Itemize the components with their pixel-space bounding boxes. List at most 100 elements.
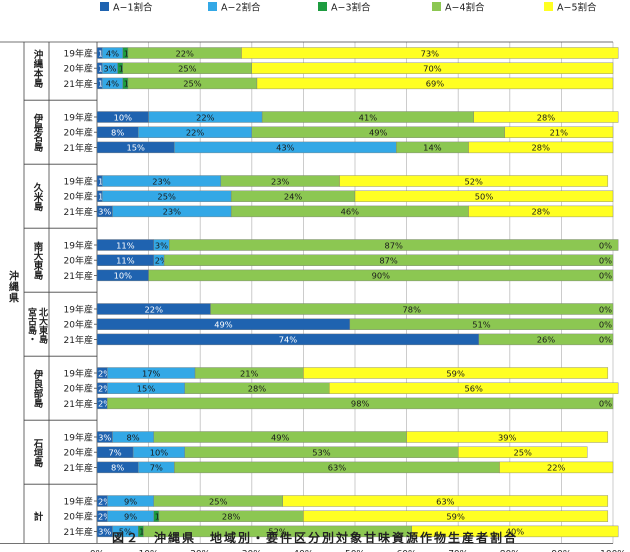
bar-segment-4 bbox=[478, 333, 614, 346]
data-label: 63% bbox=[436, 496, 455, 506]
data-label: 56% bbox=[464, 384, 483, 394]
bar-segment-5 bbox=[468, 205, 614, 218]
data-label: 63% bbox=[328, 463, 347, 473]
region-label-7: 石垣島 bbox=[32, 438, 45, 467]
data-label: 0% bbox=[599, 320, 612, 330]
data-label: 22% bbox=[145, 304, 164, 314]
bar-segment-5 bbox=[411, 525, 619, 538]
data-label: 17% bbox=[142, 368, 161, 378]
data-label: 52% bbox=[268, 527, 287, 537]
x-tick-label: 0% bbox=[90, 549, 105, 552]
data-label: 25% bbox=[183, 79, 202, 89]
row-label: 19年産 bbox=[64, 304, 93, 316]
data-label: 52% bbox=[464, 176, 483, 186]
bar-segment-5 bbox=[303, 510, 609, 522]
data-label: 87% bbox=[379, 256, 398, 266]
data-label: 8% bbox=[127, 432, 140, 442]
bar-segment-4 bbox=[107, 397, 614, 410]
row-label: 19年産 bbox=[64, 432, 93, 444]
data-label: 70% bbox=[423, 64, 442, 74]
data-label: 23% bbox=[163, 207, 182, 217]
row-label: 20年産 bbox=[64, 255, 93, 267]
data-label: 9% bbox=[124, 496, 137, 506]
outer-group-label: 沖縄県 bbox=[7, 270, 19, 304]
bar-segment-5 bbox=[458, 446, 588, 458]
bar-segment-5 bbox=[354, 190, 614, 202]
x-tick-label: 80% bbox=[500, 549, 520, 552]
row-label: 21年産 bbox=[64, 462, 93, 474]
data-label: 25% bbox=[209, 496, 228, 506]
data-label: 8% bbox=[111, 463, 124, 473]
data-label: 10% bbox=[114, 271, 133, 281]
data-label: 40% bbox=[506, 527, 525, 537]
data-label: 22% bbox=[196, 112, 215, 122]
data-label: 4% bbox=[106, 79, 119, 89]
region-label-2: 伊是名島 bbox=[32, 113, 45, 153]
data-label: 69% bbox=[426, 79, 445, 89]
data-label: 2% bbox=[98, 399, 111, 409]
data-label: 7% bbox=[150, 463, 163, 473]
x-tick-label: 20% bbox=[190, 549, 210, 552]
data-label: 22% bbox=[547, 463, 566, 473]
data-label: 41% bbox=[359, 112, 378, 122]
chart-caption: 図２ 沖縄県 地域別・要件区分別対象甘味資源作物生産者割合 bbox=[111, 531, 518, 545]
data-label: 28% bbox=[532, 143, 551, 153]
row-label: 20年産 bbox=[64, 511, 93, 523]
data-label: 5% bbox=[119, 527, 132, 537]
row-label: 19年産 bbox=[64, 240, 93, 252]
data-label: 3% bbox=[98, 527, 111, 537]
bar-segment-5 bbox=[499, 461, 614, 474]
bar-segment-5 bbox=[468, 141, 614, 154]
row-label: 19年産 bbox=[64, 176, 93, 188]
region-label-6: 伊良部島 bbox=[32, 369, 45, 409]
region-label-4: 南大東島 bbox=[32, 241, 45, 280]
x-tick-label: 40% bbox=[293, 549, 313, 552]
data-label: 28% bbox=[222, 512, 241, 522]
row-label: 20年産 bbox=[64, 383, 93, 395]
bar-segment-5 bbox=[256, 77, 614, 90]
data-label: 3% bbox=[155, 240, 168, 250]
data-label: 7% bbox=[108, 448, 121, 458]
data-label: 0% bbox=[599, 271, 612, 281]
legend-label-2: A−2割合 bbox=[221, 2, 261, 14]
data-label: 2% bbox=[98, 496, 111, 506]
data-label: 26% bbox=[537, 335, 556, 345]
data-label: 4% bbox=[106, 48, 119, 58]
data-label: 0% bbox=[599, 399, 612, 409]
data-label: 23% bbox=[152, 176, 171, 186]
x-tick-label: 90% bbox=[551, 549, 571, 552]
data-label: 90% bbox=[372, 271, 391, 281]
region-label-3: 久米島 bbox=[32, 182, 45, 212]
data-label: 73% bbox=[421, 48, 440, 58]
row-label: 19年産 bbox=[64, 368, 93, 380]
data-label: 0% bbox=[599, 304, 612, 314]
x-tick-label: 10% bbox=[139, 549, 159, 552]
region-label-5-b: 北大東島 bbox=[37, 307, 48, 345]
region-label-5: 宮古島・ bbox=[26, 307, 37, 344]
x-tick-label: 60% bbox=[397, 549, 417, 552]
data-label: 15% bbox=[137, 384, 156, 394]
legend-swatch-2 bbox=[208, 2, 217, 11]
data-label: 59% bbox=[446, 512, 465, 522]
data-label: 50% bbox=[475, 192, 494, 202]
data-label: 8% bbox=[111, 128, 124, 138]
data-label: 98% bbox=[351, 399, 370, 409]
row-label: 21年産 bbox=[64, 398, 93, 410]
bar-segment-4 bbox=[210, 303, 614, 315]
row-label: 21年産 bbox=[64, 206, 93, 218]
bar-segment-4 bbox=[169, 239, 619, 251]
row-label: 20年産 bbox=[64, 127, 93, 139]
bar-segment-5 bbox=[473, 111, 619, 123]
legend-label-4: A−4割合 bbox=[445, 2, 485, 14]
legend-label-1: A−1割合 bbox=[113, 2, 153, 14]
data-label: 23% bbox=[271, 176, 290, 186]
bar-segment-4 bbox=[163, 254, 614, 266]
row-label: 21年産 bbox=[64, 526, 93, 538]
data-label: 87% bbox=[384, 240, 403, 250]
data-label: 51% bbox=[472, 320, 491, 330]
data-label: 0% bbox=[599, 335, 612, 345]
row-label: 20年産 bbox=[64, 447, 93, 459]
x-tick-label: 50% bbox=[345, 549, 365, 552]
data-label: 49% bbox=[271, 432, 290, 442]
data-label: 0% bbox=[599, 256, 612, 266]
